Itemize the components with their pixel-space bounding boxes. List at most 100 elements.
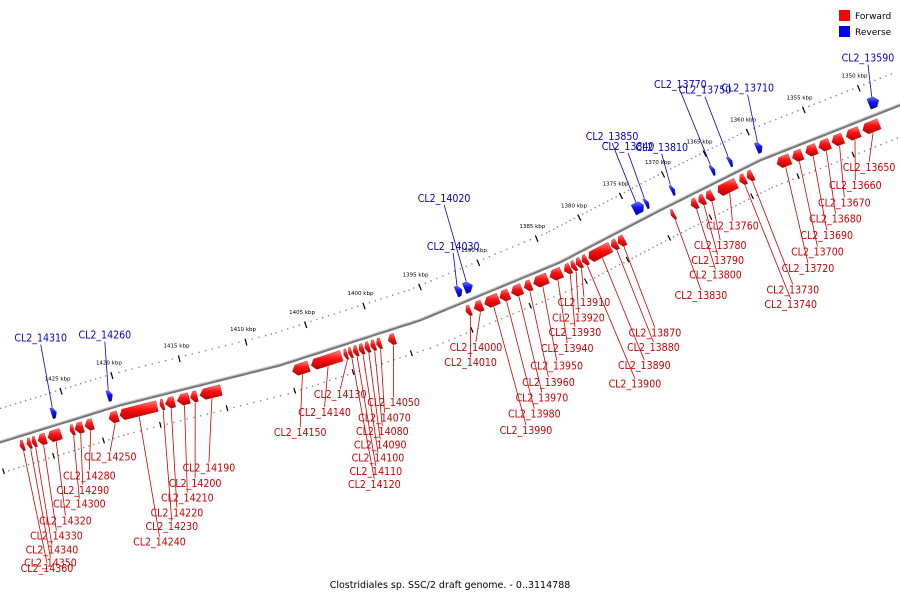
gene-label: CL2_14090 [354, 439, 407, 451]
gene-label: CL2_14280 [63, 470, 116, 482]
gene-label: CL2_13910 [558, 297, 611, 309]
scale-tick-mark [304, 321, 308, 329]
forward-gene-cl2-14230 [159, 398, 166, 411]
forward-gene-cl2-13870 [617, 234, 628, 247]
gene-label: CL2_14360 [21, 563, 74, 575]
leader-line [826, 151, 836, 214]
gene-label: CL2_14000 [450, 342, 503, 354]
scale-tick-label: 1380 kbp [561, 203, 587, 209]
scale-tick-label: 1395 kbp [403, 272, 429, 278]
forward-gene-cl2-13830 [670, 208, 678, 220]
gene-label: CL2_13900 [609, 379, 662, 391]
scale-tick-label: 1400 kbp [348, 291, 374, 297]
scale-tick-mark [702, 150, 707, 157]
gene-label: CL2_14320 [39, 515, 92, 527]
forward-gene-cl2-13800 [690, 197, 700, 210]
gene-label: CL2_13810 [635, 142, 688, 154]
legend: Forward Reverse [839, 10, 892, 38]
gene-label: CL2_13670 [818, 197, 871, 209]
leader-line [868, 132, 874, 162]
gene-label: CL2_13730 [766, 284, 819, 296]
forward-gene-cl2-13650 [862, 118, 882, 135]
gene-label: CL2_14340 [26, 545, 79, 557]
label-leader-lines [23, 64, 874, 564]
forward-gene-cl2-14010 [465, 304, 473, 317]
leader-line [587, 265, 636, 379]
leader-line [675, 219, 702, 291]
forward-gene-cl2-14090 [364, 341, 372, 353]
leader-line [40, 344, 53, 408]
gene-label: CL2_14010 [444, 357, 497, 369]
leader-line [170, 408, 178, 508]
gene-label: CL2_14220 [151, 508, 204, 520]
scale-tick-label: 1425 kbp [45, 376, 71, 382]
scale-tick-mark [59, 387, 63, 395]
scale-tick-label: 1410 kbp [230, 327, 256, 333]
reverse-gene-cl2-14310 [49, 407, 57, 419]
gene-label: CL2_14260 [78, 330, 131, 342]
forward-gene-cl2-14240 [119, 400, 159, 420]
leader-line [616, 250, 654, 343]
leader-line [324, 366, 329, 407]
leader-line [744, 185, 792, 300]
gene-label: CL2_13990 [500, 425, 553, 437]
gene-label: CL2_14050 [367, 397, 420, 409]
gene-label: CL2_14300 [53, 499, 106, 511]
leader-line [35, 447, 53, 545]
leader-line [162, 410, 173, 522]
gene-label: CL2_14100 [352, 453, 405, 465]
forward-gene-cl2-13980 [499, 288, 512, 302]
leader-line [575, 271, 579, 313]
scale-tick-mark [577, 214, 582, 221]
scale-tick-mark [418, 283, 422, 291]
gene-label: CL2_13740 [764, 299, 817, 311]
gene-label: CL2_13890 [618, 360, 671, 372]
leader-line [518, 296, 543, 393]
scale-tick-mark [244, 338, 248, 346]
leader-line [362, 355, 379, 453]
forward-gene-cl2-14190 [199, 384, 223, 400]
scale-tick-label: 1350 kbp [842, 74, 868, 80]
leader-line [704, 96, 729, 157]
inner-tick-mark [528, 302, 532, 309]
leader-line [475, 312, 481, 343]
inner-tick-mark [625, 256, 630, 263]
gene-label: CL2_13930 [549, 327, 602, 339]
forward-gene-cl2-14320 [47, 428, 63, 443]
inner-tick-mark [52, 452, 56, 459]
legend-swatch-forward [839, 10, 850, 21]
reverse-gene-cl2-14020 [462, 281, 473, 294]
leader-line [356, 356, 377, 466]
forward-gene-cl2-14140 [310, 350, 344, 370]
leader-line [611, 143, 637, 203]
forward-gene-cl2-13700 [792, 148, 805, 162]
leader-line [374, 351, 383, 427]
scale-tick-mark [660, 170, 666, 178]
leader-line [679, 90, 711, 165]
leader-line [104, 341, 109, 390]
leader-line [627, 152, 645, 199]
leader-line [711, 201, 721, 241]
scale-tick-mark [618, 192, 624, 200]
reverse-gene-cl2-13710 [754, 142, 763, 154]
scale-tick-label: 1405 kbp [289, 310, 315, 316]
leader-line [747, 94, 758, 142]
gene-label: CL2_14120 [348, 479, 401, 491]
gene-label: CL2_13650 [843, 162, 896, 174]
forward-gene-cl2-14350 [26, 437, 33, 449]
forward-gene-cl2-14110 [352, 345, 360, 357]
forward-gene-cl2-13780 [705, 189, 716, 202]
leader-line [43, 445, 57, 531]
gene-label: CL2_13700 [791, 247, 844, 259]
forward-gene-cl2-13680 [818, 138, 832, 152]
leader-line [299, 374, 303, 428]
forward-gene-cl2-14220 [164, 396, 176, 409]
forward-gene-cl2-13960 [524, 279, 534, 292]
reverse-gene-cl2-13770 [708, 165, 716, 177]
forward-gene-cl2-13970 [511, 283, 525, 297]
leader-line [351, 358, 375, 480]
leader-line [208, 398, 213, 463]
gene-label: CL2_13830 [675, 290, 728, 302]
leader-line [867, 64, 873, 97]
forward-gene-cl2-13900 [581, 254, 590, 266]
